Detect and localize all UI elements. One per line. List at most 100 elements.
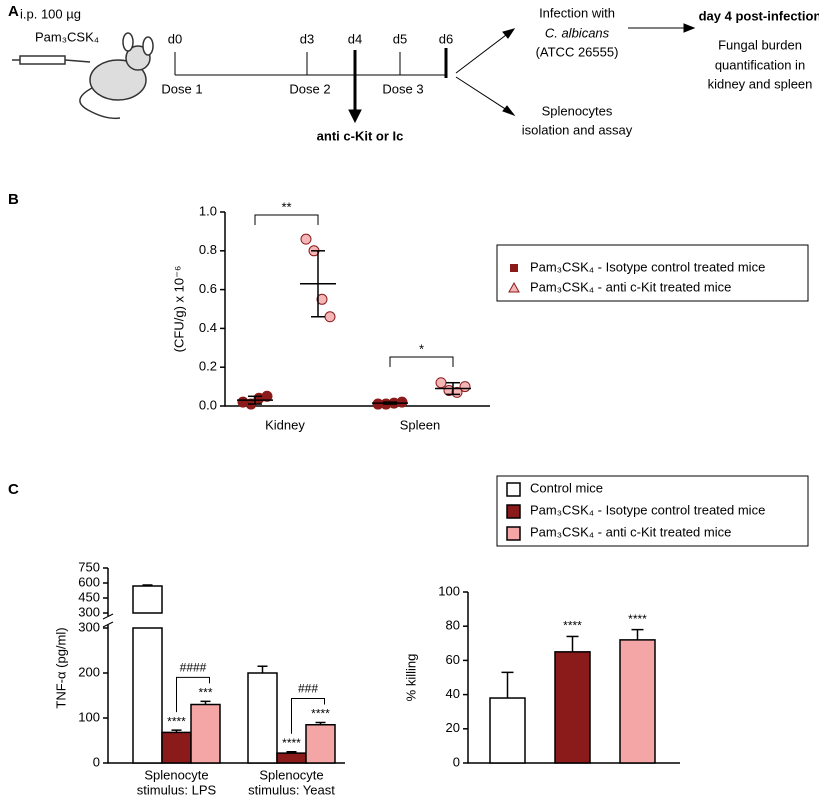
data-point (459, 381, 471, 393)
infection-text: Infection with (539, 5, 615, 20)
x-tick-label: Splenocyte (259, 767, 323, 782)
data-point (435, 377, 447, 389)
splenocyte-text: Splenocytes (542, 103, 613, 118)
y-tick-label: 0 (93, 754, 100, 769)
day-label: d4 (348, 31, 362, 46)
legend-box (496, 244, 809, 302)
splenocyte-text: isolation and assay (522, 122, 633, 137)
y-tick-label: 0.8 (199, 242, 217, 257)
dose-label: Dose 2 (289, 81, 330, 96)
dose-label: Dose 1 (161, 81, 202, 96)
significance-label: #### (180, 661, 207, 675)
day-label: d0 (168, 31, 182, 46)
axis (224, 212, 490, 407)
bar (276, 752, 307, 764)
y-tick-label: 200 (78, 664, 100, 679)
readout-title: day 4 post-infection (699, 8, 819, 23)
x-tick-label: Kidney (265, 417, 305, 432)
infection-text: C. albicans (545, 25, 610, 40)
infection-text: (ATCC 26555) (536, 44, 619, 59)
y-tick-label: 300 (78, 604, 100, 619)
data-point (316, 293, 328, 305)
day-label: d3 (300, 31, 314, 46)
y-tick-label: 80 (446, 618, 460, 633)
significance-bracket (176, 676, 210, 713)
y-tick-label: 40 (446, 686, 460, 701)
bar (554, 651, 591, 764)
significance-label: ** (281, 199, 291, 214)
injection-text: i.p. 100 µg (20, 6, 81, 21)
data-point (300, 233, 312, 245)
significance-label: ### (298, 682, 318, 696)
x-tick-label: stimulus: Yeast (248, 782, 335, 797)
panel-label: C (8, 481, 19, 498)
legend-marker (506, 526, 521, 541)
y-tick-label: 20 (446, 720, 460, 735)
bar (132, 627, 163, 764)
axis-break (102, 613, 114, 628)
legend-marker (510, 264, 518, 272)
bar (247, 672, 278, 764)
readout-text: Fungal burden (718, 37, 802, 52)
significance-bracket (254, 214, 319, 225)
y-tick-label: 1.0 (199, 203, 217, 218)
y-tick-label: 100 (78, 709, 100, 724)
legend-label: Pam₃CSK₄ - Isotype control treated mice (530, 259, 765, 274)
x-tick-label: stimulus: LPS (137, 782, 217, 797)
compound-text: Pam₃CSK₄ (35, 29, 99, 44)
dose-label: Dose 3 (382, 81, 423, 96)
legend-marker (508, 281, 520, 293)
y-tick-label: 60 (446, 652, 460, 667)
legend-marker (506, 504, 521, 519)
y-axis-label: (CFU/g) x 10⁻⁶ (171, 266, 186, 353)
significance-label: **** (311, 707, 330, 721)
significance-label: * (419, 341, 424, 356)
panel-label: B (8, 191, 19, 208)
legend-box (496, 475, 809, 547)
treatment-label: anti c-Kit or Ic (317, 128, 404, 143)
panel-label: A (8, 3, 19, 20)
y-tick-label: 0.2 (199, 359, 217, 374)
y-tick-label: 0.4 (199, 320, 217, 335)
y-tick-label: 600 (78, 574, 100, 589)
y-axis-label: TNF-α (pg/ml) (53, 627, 68, 708)
y-tick-label: 100 (438, 583, 460, 598)
bar (619, 639, 656, 764)
day-label: d5 (393, 31, 407, 46)
readout-text: kidney and spleen (708, 76, 813, 91)
legend-label: Pam₃CSK₄ - anti c-Kit treated mice (530, 279, 731, 294)
y-tick-label: 0.0 (199, 397, 217, 412)
bar (161, 731, 192, 764)
mouse-icon (12, 32, 154, 120)
y-axis-label: % killing (403, 654, 418, 702)
significance-label: **** (167, 714, 186, 728)
legend-label: Pam₃CSK₄ - anti c-Kit treated mice (530, 524, 731, 539)
bar (489, 697, 526, 764)
bar (305, 724, 336, 764)
significance-bracket (389, 356, 454, 367)
legend-label: Control mice (530, 480, 603, 495)
y-tick-label: 450 (78, 589, 100, 604)
y-tick-label: 300 (78, 619, 100, 634)
data-point (324, 311, 336, 323)
y-tick-label: 750 (78, 559, 100, 574)
y-tick-label: 0.6 (199, 281, 217, 296)
data-point (396, 396, 408, 408)
readout-text: quantification in (715, 57, 805, 72)
x-tick-label: Splenocyte (144, 767, 208, 782)
significance-bracket (291, 698, 325, 734)
significance-label: **** (628, 612, 647, 626)
legend-label: Pam₃CSK₄ - Isotype control treated mice (530, 502, 765, 517)
bar (132, 585, 163, 614)
significance-label: **** (282, 736, 301, 750)
significance-label: *** (198, 686, 212, 700)
timeline (174, 23, 696, 124)
legend-marker (506, 482, 521, 497)
day-label: d6 (439, 31, 453, 46)
significance-label: **** (563, 619, 582, 633)
x-tick-label: Spleen (400, 417, 440, 432)
y-tick-label: 0 (453, 754, 460, 769)
bar (190, 703, 221, 764)
